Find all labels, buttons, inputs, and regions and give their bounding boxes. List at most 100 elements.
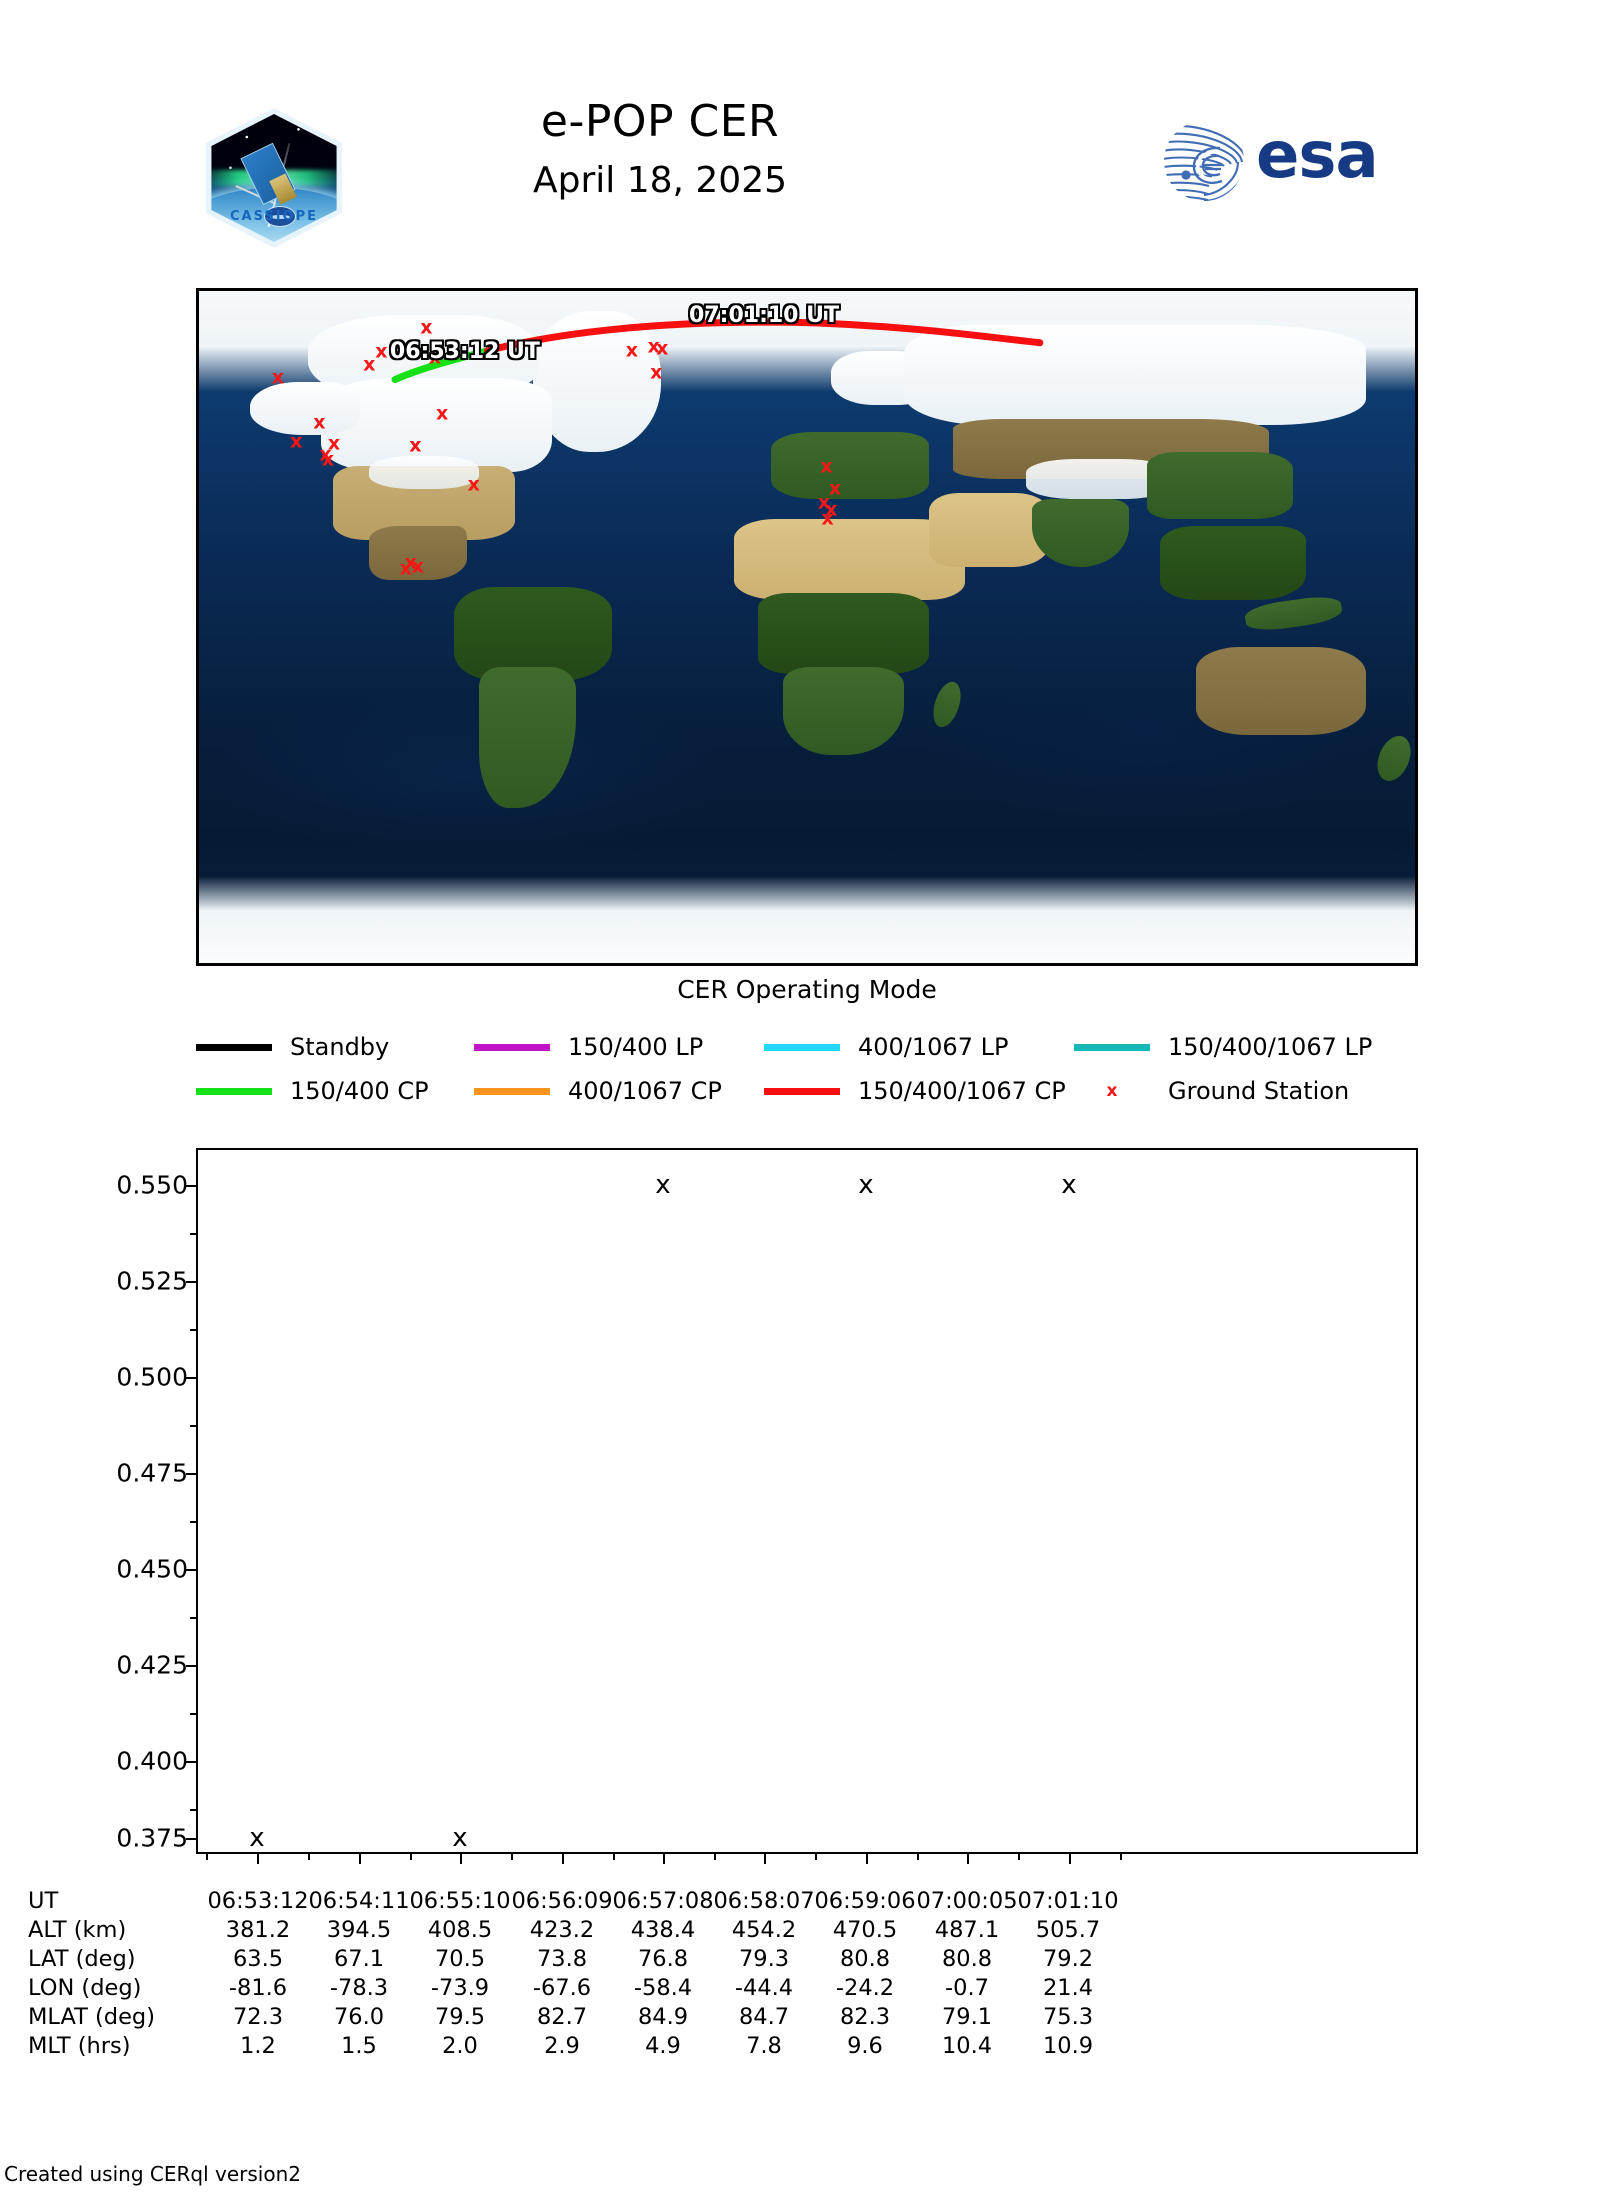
ytick-mark (186, 1473, 198, 1475)
legend-label-150-400-1067-cp: 150/400/1067 CP (858, 1077, 1066, 1105)
table-cell: 454.2 (731, 1917, 797, 1943)
antarctica-ice (199, 875, 1415, 963)
table-cell: 423.2 (529, 1917, 595, 1943)
table-cell: 07:00:05 (916, 1888, 1018, 1914)
legend-row-1: Standby 150/400 LP 400/1067 LP 150/400/1… (196, 1025, 1418, 1069)
australia (1196, 647, 1367, 735)
table-cell: 1.5 (341, 2033, 377, 2059)
legend-swatch-ground-station-icon: x (1106, 1080, 1118, 1101)
legend-label-150-400-lp: 150/400 LP (568, 1033, 704, 1061)
ground-station-marker: x (650, 361, 663, 384)
legend-item-400-1067-cp: 400/1067 CP (474, 1077, 764, 1105)
data-point-marker: x (1061, 1170, 1077, 1200)
southern-africa (782, 667, 905, 755)
ground-station-marker: x (420, 316, 433, 339)
table-cell: 79.1 (941, 2004, 993, 2030)
legend: Standby 150/400 LP 400/1067 LP 150/400/1… (196, 1025, 1418, 1113)
ephemeris-table: UT 06:53:12 06:54:11 06:55:10 06:56:09 0… (28, 1888, 1588, 2062)
world-map-image: x x x x x x x x x x x x x x x x x x x x … (199, 291, 1415, 963)
table-cell: 79.2 (1042, 1946, 1094, 1972)
ytick-label: 0.525 (116, 1266, 188, 1296)
middle-east (928, 492, 1051, 567)
ground-station-marker: x (290, 430, 303, 453)
table-cell: 80.8 (839, 1946, 891, 1972)
table-cell: 470.5 (832, 1917, 898, 1943)
siberia (904, 324, 1367, 426)
header: CASSIOPE e-POP CER April 18, 2025 (0, 0, 1600, 288)
table-cell: 84.9 (637, 2004, 689, 2030)
xtick-minor-mark (714, 1852, 716, 1860)
legend-swatch-400-1067-lp (764, 1043, 840, 1051)
ground-station-marker: x (319, 443, 332, 466)
europe (770, 432, 929, 500)
table-row: MLT (hrs) 1.2 1.5 2.0 2.9 4.9 7.8 9.6 10… (28, 2033, 1588, 2062)
table-cell: 487.1 (934, 1917, 1000, 1943)
ytick-mark (186, 1761, 198, 1763)
legend-label-standby: Standby (290, 1033, 390, 1061)
table-cell: 408.5 (427, 1917, 493, 1943)
ground-station-marker: x (321, 448, 335, 471)
table-cell: 21.4 (1042, 1975, 1094, 2001)
row-label-mlat: MLAT (deg) (28, 2004, 155, 2030)
ytick-minor-mark (190, 1521, 198, 1523)
xtick-minor-mark (613, 1852, 615, 1860)
ytick-label: 0.500 (116, 1362, 188, 1392)
xtick-minor-mark (1018, 1852, 1020, 1860)
table-cell: 76.0 (333, 2004, 385, 2030)
table-cell: 1.2 (240, 2033, 276, 2059)
ytick-mark (186, 1838, 198, 1840)
mission-seal (264, 206, 296, 227)
legend-item-150-400-1067-cp: 150/400/1067 CP (764, 1077, 1074, 1105)
table-cell: -78.3 (329, 1975, 389, 2001)
ground-station-marker: x (404, 551, 417, 574)
legend-label-400-1067-lp: 400/1067 LP (858, 1033, 1009, 1061)
legend-item-ground-station: x Ground Station (1074, 1077, 1350, 1105)
table-row: LAT (deg) 63.5 67.1 70.5 73.8 76.8 79.3 … (28, 1946, 1588, 1975)
title-block: e-POP CER April 18, 2025 (380, 96, 940, 203)
row-label-mlt: MLT (hrs) (28, 2033, 131, 2059)
ground-station-marker: x (467, 473, 480, 496)
ground-station-marker: x (411, 555, 425, 578)
data-point-marker: x (858, 1170, 874, 1200)
ytick-minor-mark (190, 1233, 198, 1235)
ytick-minor-mark (190, 1329, 198, 1331)
table-cell: 79.5 (434, 2004, 486, 2030)
map-caption: CER Operating Mode (677, 975, 937, 1004)
row-label-ut: UT (28, 1888, 59, 1914)
table-row: UT 06:53:12 06:54:11 06:55:10 06:56:09 0… (28, 1888, 1588, 1917)
xtick-mark (359, 1852, 361, 1864)
satellite-ground-track (391, 318, 1044, 384)
xtick-minor-mark (815, 1852, 817, 1860)
table-cell: 82.7 (536, 2004, 588, 2030)
table-cell: 06:53:12 (207, 1888, 309, 1914)
southeast-asia (1159, 526, 1306, 601)
xtick-mark (257, 1852, 259, 1864)
table-cell: 06:57:08 (612, 1888, 714, 1914)
alaska (250, 381, 360, 436)
ytick-label: 0.375 (116, 1823, 188, 1853)
table-cell: -24.2 (835, 1975, 895, 2001)
xtick-minor-mark (1120, 1852, 1122, 1860)
xtick-minor-mark (511, 1852, 513, 1860)
table-cell: 10.9 (1042, 2033, 1094, 2059)
data-point-marker: x (452, 1823, 468, 1853)
ytick-label: 0.475 (116, 1458, 188, 1488)
table-cell: 7.8 (746, 2033, 782, 2059)
north-africa-sahara (734, 519, 966, 601)
xtick-mark (562, 1852, 564, 1864)
esa-wordmark: esa (1256, 119, 1379, 193)
legend-label-150-400-cp: 150/400 CP (290, 1077, 429, 1105)
table-cell: 07:01:10 (1017, 1888, 1119, 1914)
table-cell: 76.8 (637, 1946, 689, 1972)
cassiope-satellite-badge-icon: CASSIOPE (200, 108, 348, 248)
table-cell: 73.8 (536, 1946, 588, 1972)
ytick-mark (186, 1569, 198, 1571)
table-cell: 75.3 (1042, 2004, 1094, 2030)
table-cell: -81.6 (228, 1975, 288, 2001)
india (1031, 499, 1130, 567)
ground-station-marker: x (313, 411, 326, 434)
table-cell: 06:54:11 (308, 1888, 410, 1914)
row-label-alt: ALT (km) (28, 1917, 127, 1943)
ground-station-marker: x (428, 346, 442, 369)
ytick-mark (186, 1665, 198, 1667)
